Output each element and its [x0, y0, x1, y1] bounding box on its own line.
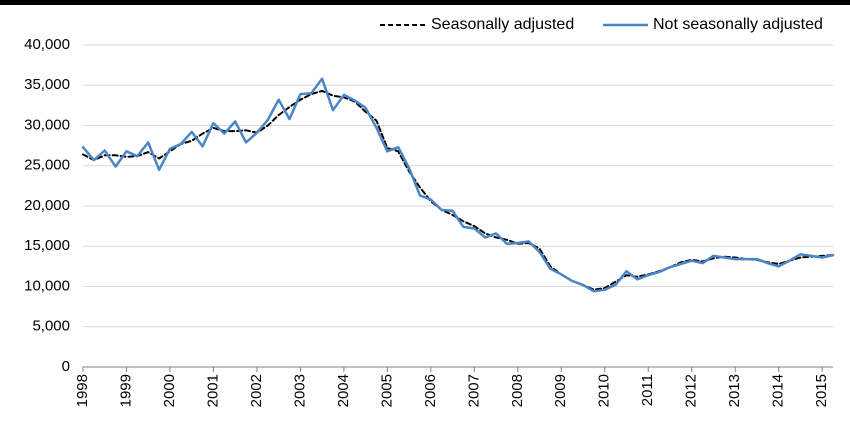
gridlines: [83, 44, 833, 368]
x-tick-label: 2012: [683, 374, 700, 407]
y-tick-label: 20,000: [24, 197, 70, 214]
y-tick-label: 10,000: [24, 277, 70, 294]
legend-item-not-seasonally-adjusted: Not seasonally adjusted: [653, 16, 823, 33]
y-tick-label: 40,000: [24, 36, 70, 53]
x-tick-label: 2007: [465, 374, 482, 407]
series-lines: [81, 77, 835, 293]
x-tick-label: 1999: [117, 374, 134, 407]
y-tick-label: 25,000: [24, 157, 70, 174]
x-tick-label: 2001: [204, 374, 221, 407]
x-tick-label: 2013: [726, 374, 743, 407]
x-tick-label: 2009: [552, 374, 569, 407]
x-tick-label: 2006: [422, 374, 439, 407]
x-tick-label: 2011: [639, 374, 656, 406]
y-tick-label: 15,000: [24, 237, 70, 254]
series-line-seasonally-adjusted: [82, 89, 834, 291]
series-line-not-seasonally-adjusted: [81, 77, 835, 293]
x-tick-label: 2014: [770, 374, 787, 407]
x-tick-label: 1998: [74, 374, 91, 407]
x-tick-label: 2003: [291, 374, 308, 407]
y-tick-label: 30,000: [24, 116, 70, 133]
x-tick-label: 2004: [335, 374, 352, 407]
x-tick-label: 2015: [813, 374, 830, 407]
x-tick-label: 2010: [596, 374, 613, 407]
x-axis-ticks: 1998 1999 2000 2001 2002 2003 2004 2005 2006 2007…: [74, 367, 830, 407]
legend-item-seasonally-adjusted: Seasonally adjusted: [431, 16, 574, 33]
x-tick-label: 2000: [161, 374, 178, 407]
y-tick-label: 5,000: [32, 318, 70, 335]
x-tick-label: 2002: [248, 374, 265, 407]
legend: Seasonally adjusted Not seasonally adjust…: [380, 16, 823, 33]
top-border: [0, 0, 850, 5]
y-tick-label: 35,000: [24, 76, 70, 93]
y-axis-ticks: 0 5,000 10,000 15,000 20,000 25,000 30,000 35,0…: [24, 36, 70, 375]
x-tick-label: 2005: [378, 374, 395, 407]
x-tick-label: 2008: [509, 374, 526, 407]
y-tick-label: 0: [62, 358, 70, 375]
